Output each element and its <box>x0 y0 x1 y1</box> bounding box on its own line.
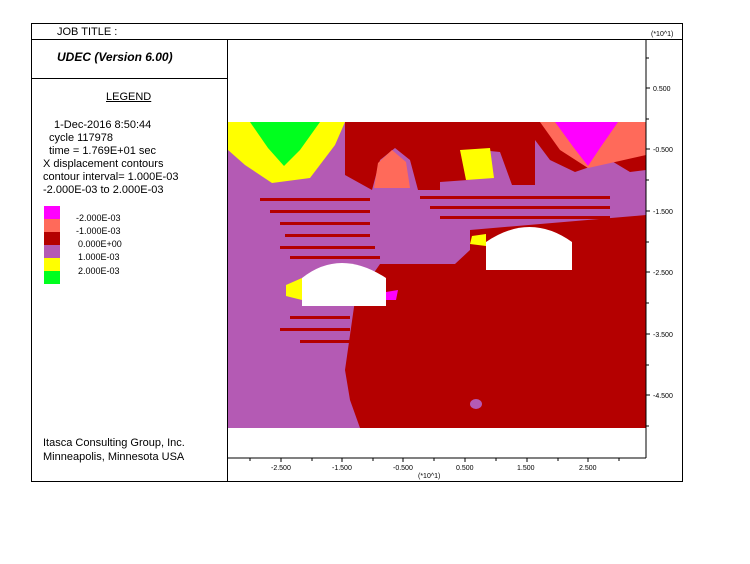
legend-swatch-3 <box>44 232 60 245</box>
contour-salmon-top-mid <box>374 150 410 188</box>
x-tick-label-5: 1.500 <box>517 465 535 472</box>
job-title-label: JOB TITLE : <box>57 26 118 38</box>
program-title: UDEC (Version 6.00) <box>57 50 173 64</box>
x-tick-label-4: 0.500 <box>456 465 474 472</box>
credit-location: Minneapolis, Minnesota USA <box>43 451 185 463</box>
credit-company: Itasca Consulting Group, Inc. <box>43 437 185 449</box>
legend-plot-name: X displacement contours <box>43 158 164 170</box>
y-tick-label-3: -1.500 <box>653 209 673 216</box>
x-multiplier: (*10^1) <box>418 473 440 480</box>
legend-label-1: -2.000E-03 <box>76 213 121 223</box>
y-multiplier: (*10^1) <box>651 31 673 38</box>
legend-date: 1-Dec-2016 8:50:44 <box>54 119 152 131</box>
legend-divider <box>227 39 228 482</box>
contour-green-top-left <box>250 122 320 166</box>
title-divider <box>31 78 228 79</box>
legend-swatch-4 <box>44 245 60 258</box>
legend-swatch-5 <box>44 258 60 271</box>
legend-label-3: 0.000E+00 <box>78 239 122 249</box>
x-tick-label-2: -1.500 <box>332 465 352 472</box>
axes-lines <box>228 39 650 462</box>
excavation-left <box>302 263 386 306</box>
plot-frame <box>31 23 683 482</box>
contour-streaks <box>260 196 610 343</box>
legend-swatch-2 <box>44 219 60 232</box>
contour-red-top-mid <box>345 122 440 190</box>
x-tick-label-3: -0.500 <box>393 465 413 472</box>
contour-yellow-excav-right <box>470 234 486 246</box>
contour-red-top-mid2 <box>440 122 535 185</box>
legend-label-4: 1.000E-03 <box>78 252 120 262</box>
header-divider <box>31 39 683 40</box>
contour-magenta-top-right <box>555 122 618 166</box>
contour-purple-island <box>470 399 482 409</box>
legend-swatch-1 <box>44 206 60 219</box>
y-tick-label-6: -4.500 <box>653 393 673 400</box>
legend-contour-range: -2.000E-03 to 2.000E-03 <box>43 184 164 196</box>
legend-label-2: -1.000E-03 <box>76 226 121 236</box>
y-tick-label-1: 0.500 <box>653 86 671 93</box>
x-tick-label-1: -2.500 <box>271 465 291 472</box>
x-tick-label-6: 2.500 <box>579 465 597 472</box>
legend-contour-interval: contour interval= 1.000E-03 <box>43 171 179 183</box>
legend-time: time = 1.769E+01 sec <box>49 145 157 157</box>
y-tick-label-4: -2.500 <box>653 270 673 277</box>
contour-magenta-excav <box>386 290 398 300</box>
legend-swatch-6 <box>44 271 60 284</box>
contour-yellow-excav-left <box>286 278 302 300</box>
legend-heading: LEGEND <box>106 91 152 103</box>
y-tick-label-2: -0.500 <box>653 147 673 154</box>
legend-label-5: 2.000E-03 <box>78 266 120 276</box>
contour-zero-region <box>345 225 646 428</box>
legend-cycle: cycle 117978 <box>49 132 114 144</box>
excavation-right <box>486 227 572 270</box>
contour-yellow-top-mid <box>460 148 494 180</box>
y-tick-label-5: -3.500 <box>653 332 673 339</box>
